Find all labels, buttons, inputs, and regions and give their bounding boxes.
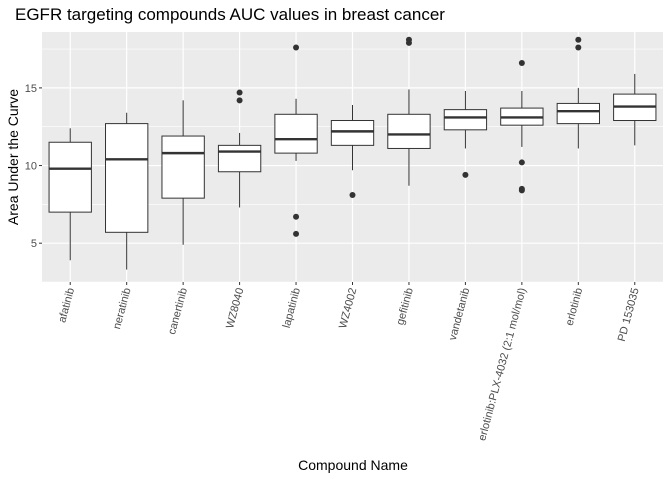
- outlier-point: [405, 36, 412, 43]
- y-tick-label: 15: [25, 83, 37, 95]
- box: [556, 102, 600, 125]
- chart-title: EGFR targeting compounds AUC values in b…: [15, 5, 445, 24]
- outlier-point: [293, 44, 300, 51]
- x-tick-label: canertinib: [166, 287, 190, 336]
- outlier-point: [236, 89, 243, 96]
- box: [387, 113, 431, 149]
- outlier-point: [518, 185, 525, 192]
- box: [217, 144, 262, 173]
- plot-area: 5 10 15 afatinib neratinib canertinib WZ8040 la…: [25, 32, 663, 442]
- outlier-point: [518, 159, 525, 166]
- outlier-point: [349, 192, 356, 199]
- x-tick-label: PD 153035: [616, 287, 642, 343]
- x-tick-label: lapatinib: [281, 287, 303, 330]
- outlier-point: [462, 171, 469, 178]
- box: [443, 109, 488, 131]
- box: [105, 123, 149, 233]
- x-tick-label: gefitinib: [394, 287, 415, 327]
- x-tick-label: WZ4002: [337, 287, 359, 330]
- box: [330, 120, 375, 146]
- y-tick-label: 5: [31, 238, 37, 250]
- box: [48, 141, 92, 213]
- outlier-point: [575, 36, 582, 43]
- outlier-point: [575, 44, 582, 51]
- box: [274, 113, 318, 154]
- x-tick-label: vandetanib: [447, 287, 473, 342]
- x-axis-title: Compound Name: [298, 457, 408, 473]
- x-tick-label: afatinib: [56, 287, 77, 324]
- outlier-point: [293, 230, 300, 237]
- x-tick-label: erlotinib:PLX-4032 (2:1 mol/mol): [476, 287, 528, 442]
- outlier-point: [236, 97, 243, 104]
- x-tick-label: WZ8040: [224, 287, 246, 330]
- y-tick-label: 10: [25, 161, 37, 173]
- y-axis-title: Area Under the Curve: [5, 89, 21, 225]
- outlier-point: [293, 213, 300, 220]
- outlier-point: [518, 60, 525, 67]
- x-tick-label: neratinib: [111, 287, 134, 331]
- box: [161, 135, 205, 199]
- x-tick-label: erlotinib: [564, 287, 586, 327]
